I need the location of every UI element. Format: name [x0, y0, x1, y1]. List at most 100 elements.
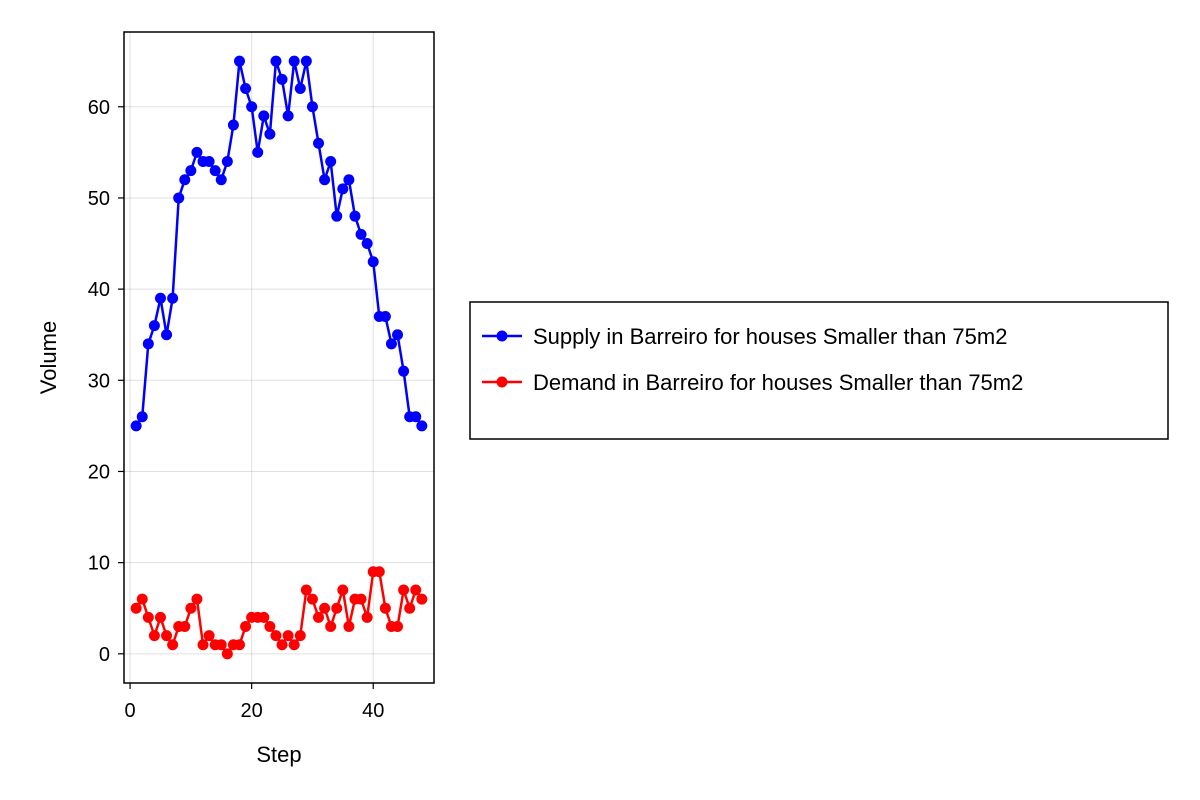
- data-point: [282, 630, 294, 642]
- data-point: [270, 630, 282, 642]
- series-demand: [130, 566, 428, 660]
- legend: Supply in Barreiro for houses Smaller th…: [469, 301, 1169, 440]
- legend-item: Supply in Barreiro for houses Smaller th…: [482, 324, 1007, 349]
- y-tick-label: 40: [88, 279, 110, 301]
- data-point: [325, 620, 337, 632]
- legend-box: [469, 301, 1169, 440]
- data-point: [398, 365, 410, 377]
- y-axis-label: Volume: [36, 321, 61, 394]
- data-point: [148, 630, 160, 642]
- data-point: [221, 155, 233, 167]
- data-point: [148, 320, 160, 332]
- data-point: [215, 174, 227, 186]
- series-layer: [130, 55, 428, 660]
- data-point: [379, 310, 391, 322]
- data-point: [270, 55, 282, 67]
- data-point: [276, 73, 288, 85]
- data-point: [154, 611, 166, 623]
- data-point: [343, 174, 355, 186]
- data-point: [203, 630, 215, 642]
- plot-frame: [123, 31, 435, 684]
- data-point: [179, 174, 191, 186]
- data-point: [343, 620, 355, 632]
- data-point: [258, 611, 270, 623]
- y-tick-label: 60: [88, 97, 110, 119]
- data-point: [306, 593, 318, 605]
- x-tick-label: 40: [362, 700, 384, 722]
- data-point: [361, 238, 373, 250]
- data-point: [361, 611, 373, 623]
- data-point: [185, 165, 197, 177]
- data-point: [246, 101, 258, 113]
- y-tick-label: 30: [88, 370, 110, 392]
- data-point: [319, 602, 331, 614]
- data-point: [215, 639, 227, 651]
- data-point: [233, 55, 245, 67]
- data-point: [398, 584, 410, 596]
- legend-label: Supply in Barreiro for houses Smaller th…: [533, 324, 1007, 349]
- data-point: [130, 602, 142, 614]
- data-point: [282, 110, 294, 122]
- data-point: [240, 83, 252, 95]
- x-tick-label: 0: [125, 700, 136, 722]
- data-point: [331, 602, 343, 614]
- data-point: [379, 602, 391, 614]
- data-point: [367, 256, 379, 268]
- data-point: [221, 648, 233, 660]
- data-point: [349, 210, 361, 222]
- legend-marker: [496, 376, 508, 388]
- data-point: [300, 55, 312, 67]
- data-point: [392, 329, 404, 341]
- data-point: [276, 639, 288, 651]
- data-point: [142, 611, 154, 623]
- data-point: [154, 292, 166, 304]
- data-point: [300, 584, 312, 596]
- data-point: [385, 338, 397, 350]
- data-point: [142, 338, 154, 350]
- data-point: [355, 228, 367, 240]
- data-point: [319, 174, 331, 186]
- data-point: [258, 110, 270, 122]
- y-tick-label: 50: [88, 188, 110, 210]
- data-point: [294, 630, 306, 642]
- data-point: [288, 55, 300, 67]
- data-point: [173, 192, 185, 204]
- y-tick-label: 20: [88, 461, 110, 483]
- grid-lines: [124, 32, 434, 683]
- x-tick-label: 20: [241, 700, 263, 722]
- data-point: [306, 101, 318, 113]
- legend-marker: [496, 330, 508, 342]
- data-point: [313, 611, 325, 623]
- data-point: [404, 602, 416, 614]
- data-point: [252, 146, 264, 158]
- x-axis-label: Step: [256, 742, 301, 767]
- data-point: [136, 411, 148, 423]
- legend-item: Demand in Barreiro for houses Smaller th…: [482, 370, 1023, 395]
- data-point: [227, 119, 239, 131]
- data-point: [313, 137, 325, 149]
- data-point: [410, 584, 422, 596]
- data-point: [331, 210, 343, 222]
- data-point: [136, 593, 148, 605]
- data-point: [191, 146, 203, 158]
- data-point: [392, 620, 404, 632]
- data-point: [337, 584, 349, 596]
- data-point: [337, 183, 349, 195]
- axis-ticks: 0 20 40 0 10 20 30 40 50 60: [88, 97, 385, 722]
- data-point: [355, 593, 367, 605]
- y-tick-label: 0: [99, 644, 110, 666]
- data-point: [185, 602, 197, 614]
- data-point: [197, 639, 209, 651]
- data-point: [240, 620, 252, 632]
- data-point: [416, 593, 428, 605]
- y-tick-label: 10: [88, 553, 110, 575]
- data-point: [167, 292, 179, 304]
- legend-label: Demand in Barreiro for houses Smaller th…: [533, 370, 1023, 395]
- data-point: [410, 411, 422, 423]
- data-point: [416, 420, 428, 432]
- data-point: [288, 639, 300, 651]
- series-line: [135, 59, 423, 427]
- data-point: [264, 620, 276, 632]
- data-point: [294, 83, 306, 95]
